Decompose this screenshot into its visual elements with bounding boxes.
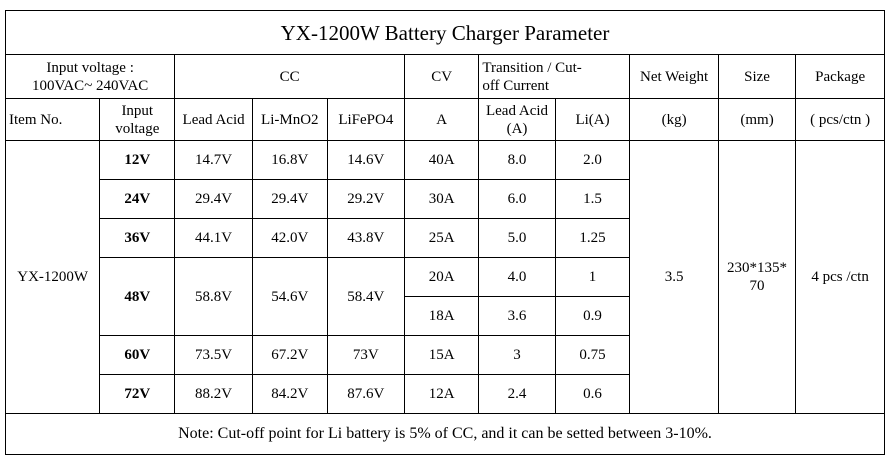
voltage-subheader: Input voltage (99, 98, 176, 141)
cv-cell: 20A (403, 257, 480, 297)
table-row: 72V 88.2V 84.2V 87.6V 12A 2.4 0.6 (6, 374, 885, 414)
table-row: 36V 44.1V 42.0V 43.8V 25A 5.0 1.25 (6, 218, 885, 258)
item-model: YX-1200W (4, 140, 101, 414)
cv-cell: 12A (403, 374, 480, 414)
voltage-cell: 24V (99, 179, 176, 219)
li-mno2-cell: 29.4V (251, 179, 328, 219)
li-mno2-cell: 54.6V (251, 257, 328, 336)
table-row: 48V 58.8V 54.6V 58.4V 20A 4.0 1 (6, 257, 885, 336)
size-unit-subheader: (mm) (717, 98, 797, 141)
lifepo4-cell: 87.6V (326, 374, 405, 414)
trans-li-cell: 0.6 (554, 374, 631, 414)
trans-lead-cell: 5.0 (478, 218, 556, 258)
cv-cell: 18A (403, 296, 480, 336)
transition-header: Transition / Cut-off Current (478, 54, 631, 99)
trans-li-cell: 2.0 (554, 140, 631, 180)
table-row: 24V 29.4V 29.4V 29.2V 30A 6.0 1.5 (6, 179, 885, 219)
input-voltage-header: Input voltage :100VAC~ 240VAC (4, 54, 176, 99)
trans-lead-cell: 2.4 (478, 374, 556, 414)
weight-unit-subheader: (kg) (629, 98, 719, 141)
lead-acid-cell: 14.7V (174, 140, 253, 180)
cv-cell: 25A (403, 218, 480, 258)
table-title: YX-1200W Battery Charger Parameter (5, 10, 885, 55)
trans-lead-cell: 8.0 (478, 140, 556, 180)
size-value: 230*135* 70 (717, 140, 797, 414)
cv-cell: 30A (403, 179, 480, 219)
cv-header: CV (403, 54, 480, 99)
lifepo4-cell: 58.4V (326, 257, 405, 336)
li-mno2-cell: 67.2V (251, 335, 328, 375)
voltage-cell: 60V (99, 335, 176, 375)
trans-li-cell: 1 (554, 257, 631, 297)
footnote: Note: Cut-off point for Li battery is 5%… (5, 413, 885, 455)
net-weight-value: 3.5 (629, 140, 719, 414)
trans-li-subheader: Li(A) (554, 98, 631, 141)
li-mno2-cell: 42.0V (251, 218, 328, 258)
item-no-header: Item No. (4, 98, 101, 141)
package-unit-subheader: ( pcs/ctn ) (795, 98, 885, 141)
lead-acid-cell: 73.5V (174, 335, 253, 375)
cc-header: CC (174, 54, 405, 99)
package-value: 4 pcs /ctn (795, 140, 885, 414)
size-header: Size (717, 54, 797, 99)
lead-acid-cell: 29.4V (174, 179, 253, 219)
trans-li-cell: 1.5 (554, 179, 631, 219)
voltage-cell: 12V (99, 140, 176, 180)
lifepo4-subheader: LiFePO4 (326, 98, 405, 141)
li-mno2-cell: 84.2V (251, 374, 328, 414)
trans-li-cell: 1.25 (554, 218, 631, 258)
voltage-cell: 36V (99, 218, 176, 258)
trans-lead-cell: 3.6 (478, 296, 556, 336)
lead-acid-subheader: Lead Acid (174, 98, 253, 141)
package-header: Package (795, 54, 885, 99)
lifepo4-cell: 14.6V (326, 140, 405, 180)
cv-cell: 40A (403, 140, 480, 180)
cv-unit-subheader: A (403, 98, 480, 141)
trans-lead-cell: 4.0 (478, 257, 556, 297)
lifepo4-cell: 29.2V (326, 179, 405, 219)
cv-cell: 15A (403, 335, 480, 375)
net-weight-header: Net Weight (629, 54, 719, 99)
lifepo4-cell: 73V (326, 335, 405, 375)
trans-lead-cell: 6.0 (478, 179, 556, 219)
lead-acid-cell: 58.8V (174, 257, 253, 336)
trans-li-cell: 0.75 (554, 335, 631, 375)
trans-lead-acid-subheader: Lead Acid (A) (478, 98, 556, 141)
voltage-cell: 72V (99, 374, 176, 414)
table-row: YX-1200W 12V 14.7V 16.8V 14.6V 40A 8.0 2… (4, 140, 885, 414)
voltage-cell: 48V (99, 257, 176, 336)
li-mno2-subheader: Li-MnO2 (251, 98, 328, 141)
lead-acid-cell: 44.1V (174, 218, 253, 258)
li-mno2-cell: 16.8V (251, 140, 328, 180)
trans-li-cell: 0.9 (554, 296, 631, 336)
trans-lead-cell: 3 (478, 335, 556, 375)
charger-parameter-table: YX-1200W Battery Charger Parameter Input… (4, 10, 885, 455)
lead-acid-cell: 88.2V (174, 374, 253, 414)
lifepo4-cell: 43.8V (326, 218, 405, 258)
